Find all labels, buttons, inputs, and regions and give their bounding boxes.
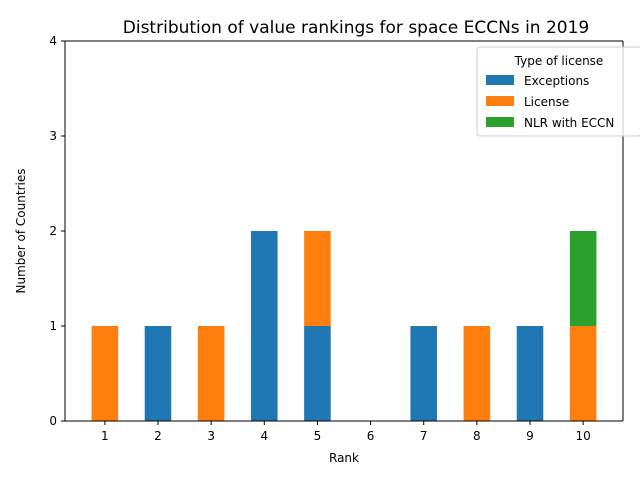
x-tick-label: 6 [367, 429, 375, 443]
legend-swatch [486, 96, 514, 106]
legend-swatch [486, 75, 514, 85]
x-tick-label: 9 [526, 429, 534, 443]
y-tick-label: 2 [49, 224, 57, 238]
bar-exceptions-rank-5 [304, 326, 331, 421]
legend-swatch [486, 117, 514, 127]
bar-license-rank-5 [304, 231, 331, 326]
x-tick-label: 8 [473, 429, 481, 443]
chart-title: Distribution of value rankings for space… [123, 18, 589, 38]
bar-exceptions-rank-2 [144, 326, 172, 421]
legend-frame [476, 46, 640, 137]
x-tick-label: 3 [207, 429, 215, 443]
x-tick-label: 10 [576, 429, 591, 443]
legend: Type of license Exceptions License NLR with… [476, 46, 640, 137]
bar-license-rank-10 [569, 326, 597, 421]
legend-label: NLR with ECCN [524, 116, 614, 130]
bar-license-rank-3 [197, 326, 225, 421]
legend-label: Exceptions [524, 74, 589, 88]
bar-nlr-with-eccn-rank-10 [569, 231, 597, 326]
x-tick-label: 2 [154, 429, 162, 443]
plot-area [64, 40, 624, 422]
y-tick-label: 1 [49, 319, 57, 333]
x-tick-label: 7 [420, 429, 428, 443]
bar-exceptions-rank-4 [251, 231, 278, 421]
x-axis: 1 2 3 4 5 6 7 8 9 10 [101, 421, 591, 443]
y-tick-label: 4 [49, 34, 57, 48]
legend-label: License [524, 95, 569, 109]
y-axis: 0 1 2 3 4 [49, 34, 65, 428]
x-tick-label: 1 [101, 429, 109, 443]
x-tick-label: 5 [314, 429, 322, 443]
y-axis-label: Number of Countries [14, 169, 28, 294]
legend-title: Type of license [514, 54, 604, 68]
bar-exceptions-rank-9 [516, 326, 544, 421]
y-tick-label: 3 [49, 129, 57, 143]
y-tick-label: 0 [49, 414, 57, 428]
bar-license-rank-1 [91, 326, 119, 421]
x-axis-label: Rank [329, 451, 359, 465]
bar-exceptions-rank-7 [410, 326, 437, 421]
bar-license-rank-8 [463, 326, 491, 421]
x-tick-label: 4 [260, 429, 268, 443]
